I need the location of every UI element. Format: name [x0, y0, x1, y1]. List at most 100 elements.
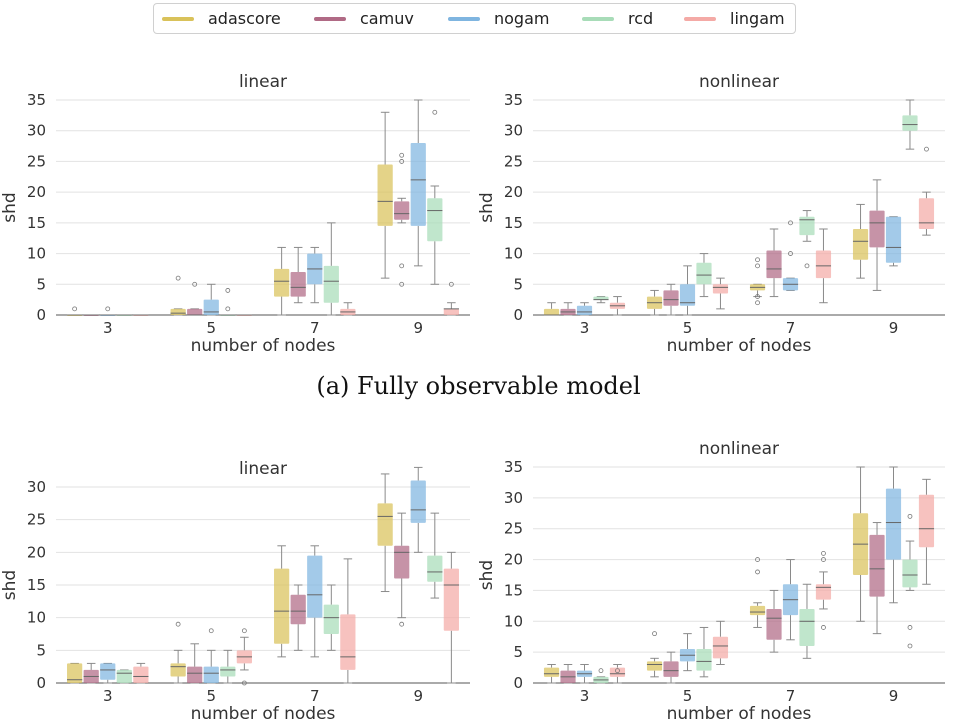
- box-adascore: [377, 164, 393, 226]
- legend-label: camuv: [360, 9, 414, 28]
- box-camuv: [663, 290, 679, 306]
- box-camuv: [869, 210, 885, 248]
- box-nogam: [410, 143, 426, 226]
- y-tick-label: 0: [36, 306, 46, 324]
- box-adascore: [543, 667, 560, 677]
- legend-label: adascore: [208, 9, 281, 28]
- outlier-point: [755, 294, 760, 299]
- legend: adascore camuv nogam rcd lingam: [153, 3, 796, 34]
- y-axis-label: shd: [0, 192, 20, 222]
- box-adascore: [170, 308, 186, 315]
- box-rcd: [116, 669, 132, 683]
- box-nogam: [410, 480, 426, 523]
- box-camuv: [394, 201, 410, 220]
- panel-title: linear: [239, 459, 287, 479]
- box-rcd: [696, 649, 712, 671]
- y-tick-label: 35: [504, 91, 523, 109]
- legend-swatch: [684, 17, 716, 21]
- box-lingam: [443, 568, 459, 631]
- y-tick-label: 30: [27, 478, 46, 496]
- box-rcd: [902, 559, 918, 588]
- outlier-point: [448, 281, 454, 287]
- x-axis-label: number of nodes: [667, 704, 812, 724]
- x-tick-label: 5: [683, 319, 693, 337]
- y-tick-label: 20: [504, 183, 523, 201]
- x-tick-label: 7: [786, 319, 796, 337]
- box-adascore: [852, 229, 869, 260]
- outlier-point: [788, 220, 793, 226]
- y-tick-label: 10: [27, 245, 46, 263]
- box-adascore: [646, 661, 663, 671]
- x-tick-label: 9: [889, 319, 899, 337]
- box-nogam: [885, 216, 902, 263]
- y-axis-label: shd: [477, 192, 497, 222]
- box-lingam: [815, 250, 832, 279]
- y-tick-label: 10: [504, 245, 523, 263]
- y-tick-label: 15: [504, 214, 523, 232]
- y-tick-label: 0: [513, 674, 523, 692]
- box-adascore: [749, 605, 766, 616]
- outlier-point: [175, 621, 181, 627]
- box-nogam: [203, 299, 219, 315]
- x-axis-label: number of nodes: [191, 704, 336, 724]
- box-adascore: [170, 663, 186, 677]
- outlier-point: [192, 281, 198, 287]
- x-axis-label: number of nodes: [667, 336, 812, 356]
- x-tick-label: 3: [103, 319, 113, 337]
- y-tick-label: 10: [504, 612, 523, 630]
- box-rcd: [220, 666, 236, 677]
- outlier-point: [755, 557, 760, 562]
- outlier-point: [755, 263, 760, 269]
- outlier-point: [788, 251, 793, 256]
- y-tick-label: 0: [513, 306, 523, 324]
- legend-swatch: [162, 17, 194, 21]
- figure-caption: (a) Fully observable model: [316, 372, 641, 400]
- outlier-point: [755, 257, 760, 263]
- x-tick-label: 3: [580, 319, 590, 337]
- outlier-point: [225, 306, 231, 312]
- outlier-point: [399, 263, 405, 269]
- y-tick-label: 5: [36, 641, 46, 659]
- box-camuv: [290, 272, 306, 297]
- y-tick-label: 20: [27, 543, 46, 561]
- y-tick-label: 30: [504, 122, 523, 140]
- outlier-point: [399, 159, 405, 164]
- box-lingam: [918, 494, 935, 548]
- outlier-point: [821, 625, 826, 630]
- box-lingam: [815, 584, 832, 600]
- box-rcd: [427, 555, 443, 582]
- legend-swatch: [314, 17, 346, 21]
- box-nogam: [100, 663, 116, 680]
- outlier-point: [804, 263, 810, 269]
- box-nogam: [307, 555, 323, 618]
- box-adascore: [543, 308, 560, 315]
- x-tick-label: 7: [310, 319, 320, 337]
- panel-title: linear: [239, 72, 287, 92]
- y-tick-label: 25: [504, 520, 523, 538]
- box-camuv: [290, 594, 306, 625]
- box-camuv: [766, 608, 782, 640]
- outlier-point: [399, 621, 405, 627]
- x-tick-label: 5: [206, 687, 216, 705]
- box-adascore: [274, 268, 290, 297]
- box-camuv: [663, 661, 679, 677]
- box-rcd: [799, 608, 815, 646]
- legend-swatch: [448, 17, 480, 21]
- y-axis-label: shd: [0, 570, 20, 600]
- box-camuv: [187, 666, 203, 683]
- x-tick-label: 5: [206, 319, 216, 337]
- y-tick-label: 5: [513, 275, 523, 293]
- outlier-point: [432, 109, 438, 115]
- outlier-point: [755, 300, 760, 306]
- y-tick-label: 10: [27, 609, 46, 627]
- legend-label: rcd: [628, 9, 654, 28]
- box-rcd: [427, 198, 443, 242]
- box-lingam: [918, 198, 935, 229]
- x-tick-label: 9: [413, 319, 423, 337]
- y-tick-label: 5: [36, 275, 46, 293]
- y-tick-label: 25: [27, 511, 46, 529]
- box-adascore: [274, 568, 290, 644]
- x-tick-label: 3: [103, 687, 113, 705]
- outlier-point: [399, 152, 405, 158]
